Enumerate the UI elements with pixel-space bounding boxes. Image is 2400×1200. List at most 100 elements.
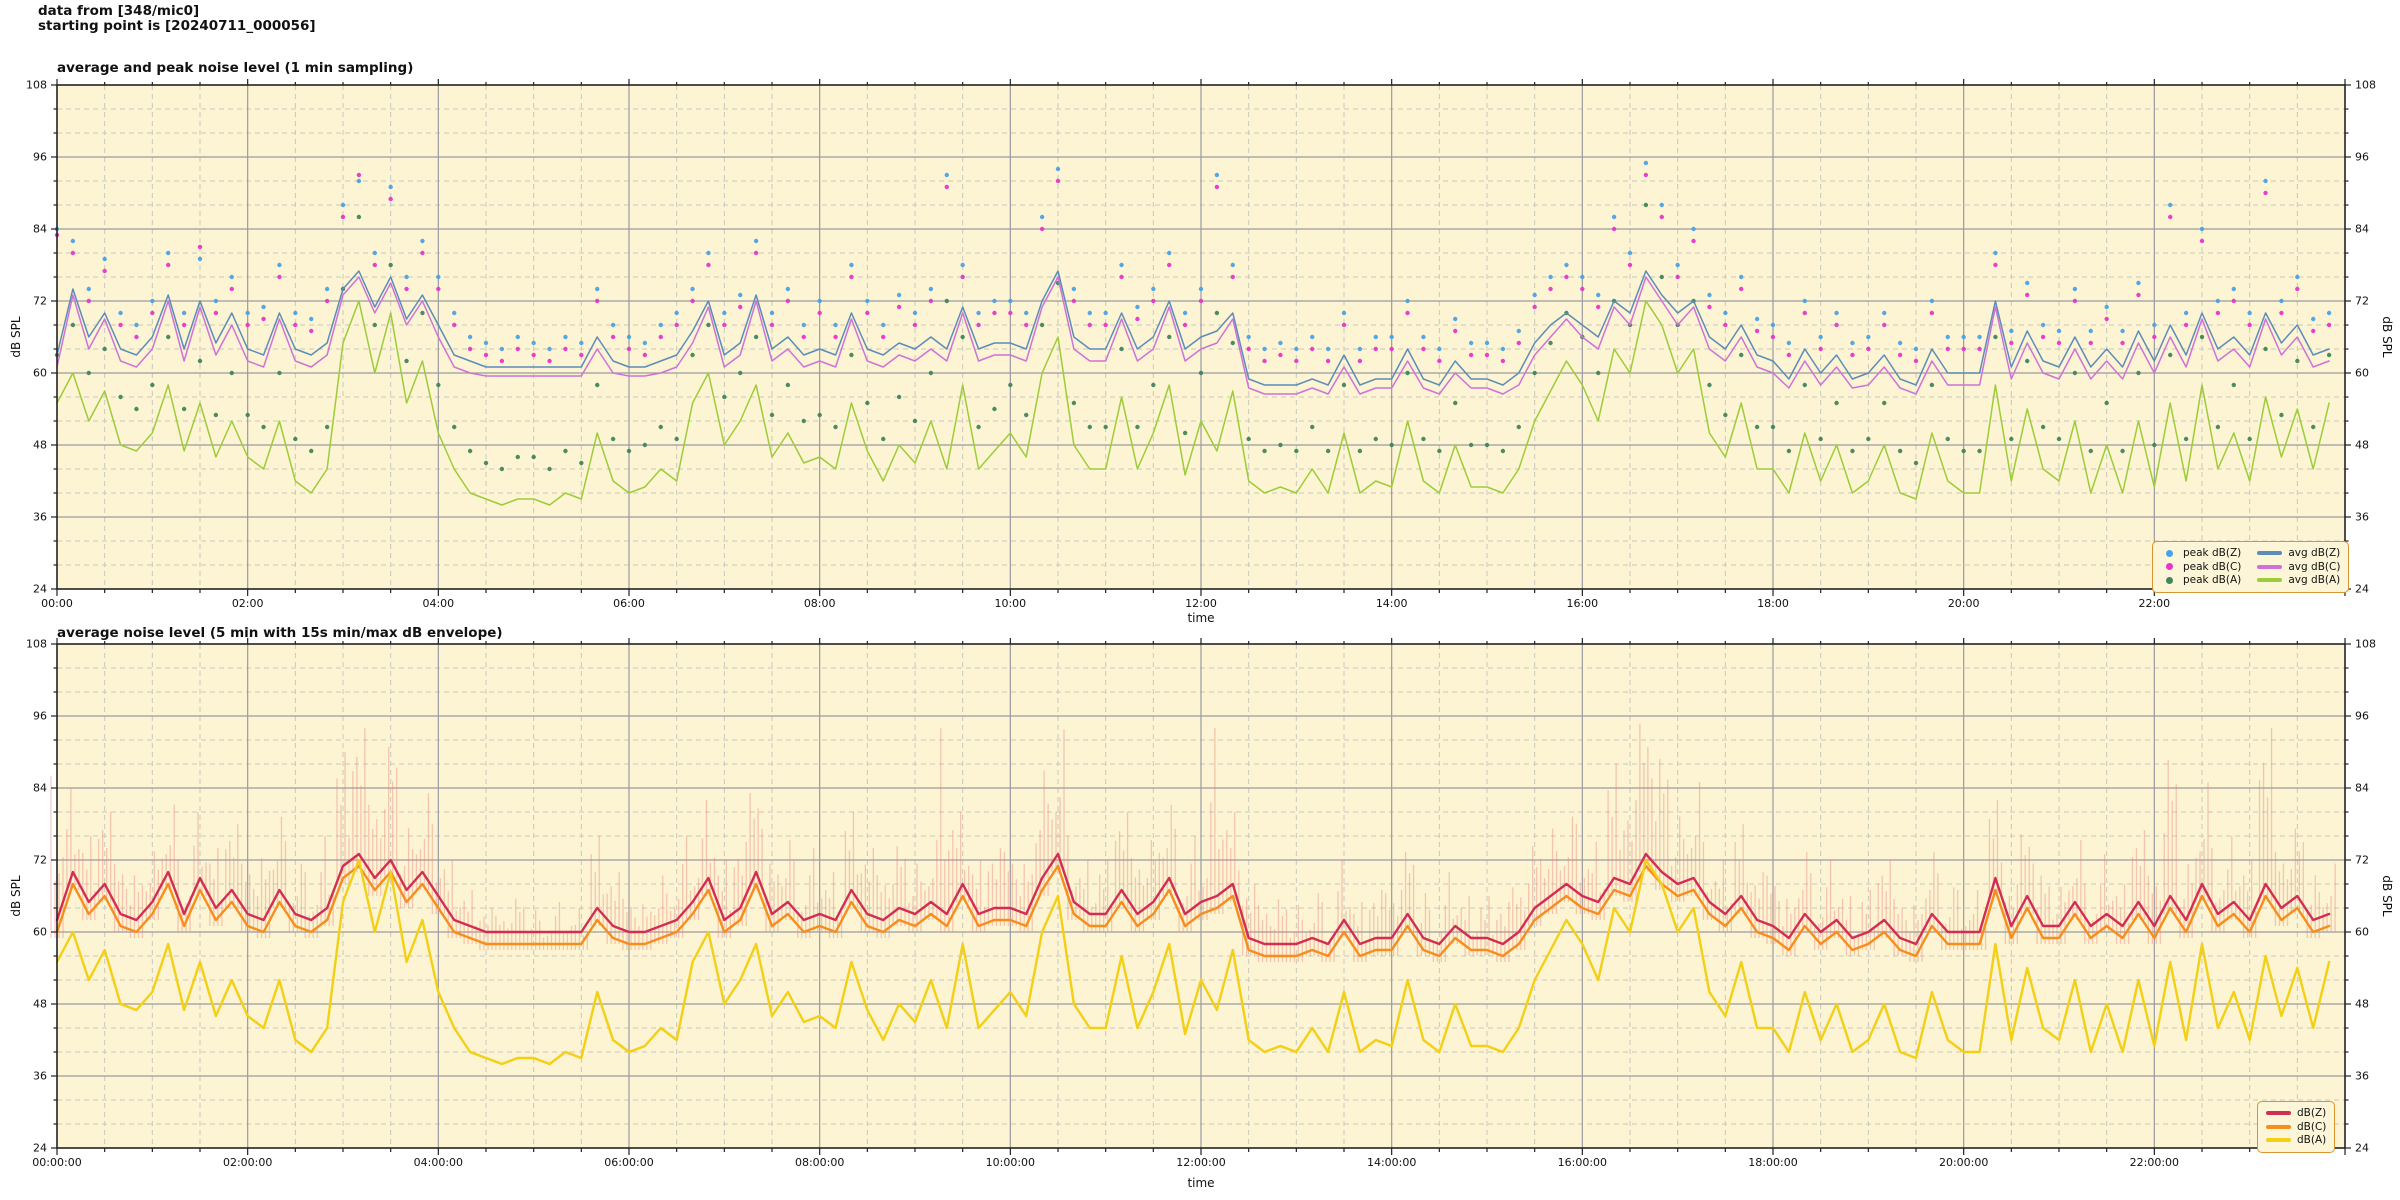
- series-peak-db-c-: [54, 172, 2332, 364]
- legend-item: dB(Z): [2266, 1107, 2326, 1120]
- bottom-chart-legend: dB(Z) dB(C) dB(A): [2257, 1101, 2336, 1153]
- x-tick-label: 20:00: [1948, 597, 1980, 610]
- y-tick-label-right: 96: [2355, 710, 2369, 723]
- y-tick-label-right: 48: [2355, 998, 2369, 1011]
- x-tick-label: 00:00:00: [32, 1156, 81, 1169]
- y-tick-label-right: 84: [2355, 223, 2369, 236]
- legend-label: avg dB(Z): [2288, 547, 2341, 559]
- x-tick-label: 16:00: [1566, 597, 1598, 610]
- x-tick-label: 14:00:00: [1367, 1156, 1416, 1169]
- legend-item: peak dB(C): [2161, 561, 2241, 574]
- series-db-a-: [55, 858, 2331, 1066]
- legend-label: peak dB(A): [2183, 574, 2242, 586]
- series-db-z-: [55, 852, 2331, 946]
- legend-swatch: [2257, 551, 2283, 556]
- legend-dot-swatch: [2165, 563, 2173, 571]
- x-tick-label: 04:00: [422, 597, 454, 610]
- legend-swatch: [2266, 1138, 2291, 1143]
- legend-item: avg dB(Z): [2257, 547, 2340, 560]
- y-tick-label-left: 72: [33, 295, 47, 308]
- y-tick-label-left: 36: [33, 511, 47, 524]
- legend-item: dB(A): [2266, 1134, 2326, 1147]
- x-tick-label: 02:00:00: [223, 1156, 272, 1169]
- y-tick-label-left: 48: [33, 439, 47, 452]
- y-tick-label-right: 60: [2355, 367, 2369, 380]
- x-tick-label: 06:00: [613, 597, 645, 610]
- series-avg-db-a-: [56, 300, 2330, 506]
- y-tick-label-left: 96: [33, 151, 47, 164]
- legend-column: peak dB(Z) peak dB(C) peak dB(A): [2161, 547, 2241, 587]
- legend-swatch: [2266, 1124, 2291, 1129]
- grid-major: [57, 644, 2345, 1148]
- legend-swatch: [2161, 563, 2177, 571]
- legend-swatch: [2266, 1111, 2291, 1116]
- x-tick-label: 22:00: [2138, 597, 2170, 610]
- legend-item: peak dB(A): [2161, 574, 2241, 587]
- y-tick-label-left: 60: [33, 367, 47, 380]
- legend-column: avg dB(Z) avg dB(C) avg dB(A): [2257, 547, 2340, 587]
- x-tick-label: 12:00:00: [1176, 1156, 1225, 1169]
- header-starting-point: starting point is [20240711_000056]: [38, 18, 316, 34]
- series-avg-db-c-: [56, 276, 2330, 395]
- y-tick-label-left: 84: [33, 782, 47, 795]
- series-peak-db-z-: [54, 160, 2332, 352]
- top-chart-legend: peak dB(Z) peak dB(C) peak dB(A) avg dB(Z) a…: [2152, 541, 2350, 593]
- bottom-chart-title: average noise level (5 min with 15s min/…: [57, 625, 503, 641]
- y-tick-label-right: 108: [2355, 638, 2376, 651]
- x-tick-label: 10:00:00: [986, 1156, 1035, 1169]
- series-avg-db-z-: [56, 270, 2330, 386]
- top-chart-title: average and peak noise level (1 min samp…: [57, 60, 414, 76]
- legend-label: avg dB(A): [2288, 574, 2341, 586]
- legend-label: avg dB(C): [2288, 560, 2341, 573]
- series-db-c-: [55, 864, 2331, 958]
- y-tick-label-right: 60: [2355, 926, 2369, 939]
- legend-label: dB(A): [2297, 1134, 2327, 1146]
- legend-dot-swatch: [2165, 576, 2173, 584]
- y-tick-label-right: 84: [2355, 782, 2369, 795]
- top-chart-xlabel: time: [1187, 611, 1215, 625]
- y-tick-labels: 24 24 36 36 48 48 60 60 72 72 84 84 96 96 108 108: [26, 79, 2376, 596]
- x-tick-label: 20:00:00: [1939, 1156, 1988, 1169]
- x-tick-labels: 00:00:00 02:00:00 04:00:00 06:00:00 08:00:00…: [32, 1156, 2179, 1169]
- legend-item: dB(C): [2266, 1121, 2326, 1134]
- header-data-source: data from [348/mic0]: [38, 3, 200, 19]
- legend-item: avg dB(A): [2257, 574, 2340, 587]
- legend-label: dB(Z): [2297, 1107, 2327, 1119]
- y-tick-label-right: 72: [2355, 854, 2369, 867]
- y-tick-label-left: 108: [26, 638, 47, 651]
- legend-swatch: [2161, 576, 2177, 584]
- x-tick-label: 10:00: [994, 597, 1026, 610]
- y-tick-label-left: 24: [33, 1142, 47, 1155]
- tick-marks: [51, 79, 2351, 596]
- y-tick-label-right: 36: [2355, 511, 2369, 524]
- x-tick-label: 02:00: [232, 597, 264, 610]
- x-tick-label: 16:00:00: [1558, 1156, 1607, 1169]
- legend-swatch: [2257, 564, 2283, 569]
- tick-marks: [51, 638, 2351, 1155]
- legend-dot-swatch: [2165, 549, 2173, 557]
- y-tick-label-left: 84: [33, 223, 47, 236]
- x-tick-label: 14:00: [1376, 597, 1408, 610]
- legend-swatch: [2257, 578, 2283, 583]
- x-tick-labels: 00:00 02:00 04:00 06:00 08:00 10:00 12:00 14:00…: [41, 597, 2170, 610]
- legend-label: peak dB(C): [2183, 560, 2242, 573]
- x-tick-label: 18:00:00: [1748, 1156, 1797, 1169]
- series-peak-db-a-: [54, 202, 2332, 472]
- bottom-chart-xlabel: time: [1187, 1176, 1215, 1190]
- x-tick-label: 06:00:00: [604, 1156, 653, 1169]
- x-tick-label: 08:00: [804, 597, 836, 610]
- x-tick-label: 04:00:00: [414, 1156, 463, 1169]
- top-chart-ylabel-left: dB SPL: [9, 316, 23, 358]
- x-tick-label: 08:00:00: [795, 1156, 844, 1169]
- y-tick-label-left: 24: [33, 583, 47, 596]
- legend-label: peak dB(Z): [2183, 547, 2242, 559]
- legend-label: dB(C): [2297, 1120, 2327, 1133]
- legend-item: avg dB(C): [2257, 561, 2340, 574]
- y-tick-label-left: 72: [33, 854, 47, 867]
- x-tick-label: 18:00: [1757, 597, 1789, 610]
- bottom-chart-ylabel-right: dB SPL: [2380, 875, 2394, 917]
- top-chart: 00:00 02:00 04:00 06:00 08:00 10:00 12:00 14:00…: [26, 79, 2376, 611]
- y-tick-label-right: 24: [2355, 1142, 2369, 1155]
